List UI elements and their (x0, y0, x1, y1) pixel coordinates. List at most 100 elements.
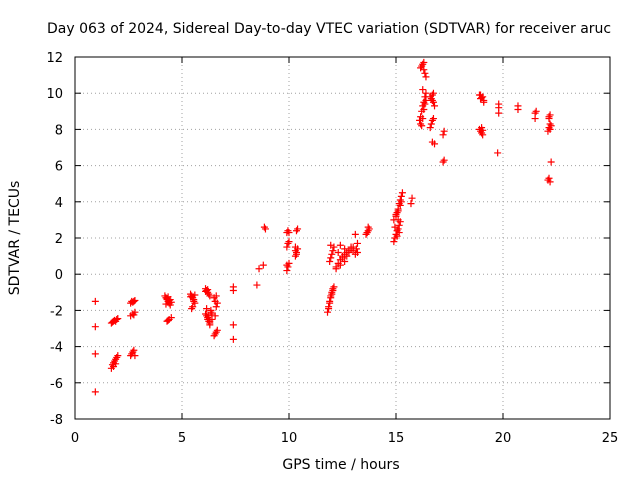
data-point (162, 300, 170, 308)
data-point (495, 109, 503, 117)
y-tick-label: 2 (55, 232, 63, 247)
data-point (211, 312, 219, 320)
data-point (334, 248, 342, 256)
data-point (283, 243, 291, 251)
data-point (259, 261, 267, 269)
data-point (336, 261, 344, 269)
x-tick-label: 10 (281, 431, 298, 446)
data-point (207, 308, 215, 316)
x-tick-label: 15 (388, 431, 405, 446)
data-point (390, 216, 398, 224)
x-tick-label: 25 (602, 431, 619, 446)
data-point (113, 315, 121, 323)
data-point (420, 105, 428, 113)
data-point (419, 115, 427, 123)
data-point (130, 346, 138, 354)
data-point (328, 290, 336, 298)
data-point (285, 229, 293, 237)
data-point (429, 98, 437, 106)
data-point (439, 131, 447, 139)
data-point (392, 210, 400, 218)
data-point (336, 241, 344, 249)
data-point (545, 174, 553, 182)
data-point (191, 299, 199, 307)
data-point (420, 58, 428, 66)
data-point (343, 252, 351, 260)
data-point (165, 296, 173, 304)
data-point (407, 200, 415, 208)
data-point (285, 238, 293, 246)
data-point (229, 283, 237, 291)
x-tick-label: 20 (495, 431, 512, 446)
data-point (261, 225, 269, 233)
data-point (421, 69, 429, 77)
data-point (114, 315, 122, 323)
data-point (91, 388, 99, 396)
y-tick-label: -4 (50, 341, 63, 356)
data-point (422, 96, 430, 104)
data-point (188, 305, 196, 313)
data-point (213, 326, 221, 334)
data-point (477, 91, 485, 99)
data-point (431, 102, 439, 110)
data-point (206, 292, 214, 300)
data-point (440, 127, 448, 135)
data-point (91, 297, 99, 305)
data-point (203, 312, 211, 320)
data-point (166, 296, 174, 304)
x-tick-label: 5 (178, 431, 186, 446)
data-point (291, 247, 299, 255)
ticks: 0 5 10 15 20 25 -8 -6 -4 -2 0 2 4 6 8 10 12 (46, 51, 618, 446)
data-point (419, 86, 427, 94)
x-tick-label: 0 (71, 431, 79, 446)
data-point (431, 140, 439, 148)
data-point (427, 120, 435, 128)
data-point (531, 115, 539, 123)
y-tick-label: -2 (50, 304, 63, 319)
data-point (391, 223, 399, 231)
data-point (213, 299, 221, 307)
data-point (131, 352, 139, 360)
data-point (327, 254, 335, 262)
data-point (353, 248, 361, 256)
data-point (327, 241, 335, 249)
y-tick-label: 4 (55, 196, 63, 211)
data-point (398, 189, 406, 197)
data-point (397, 198, 405, 206)
y-tick-label: 12 (46, 51, 63, 66)
data-point (546, 120, 554, 128)
data-point (164, 316, 172, 324)
data-point (326, 299, 334, 307)
data-point (255, 265, 263, 273)
data-point (328, 250, 336, 258)
data-point (408, 194, 416, 202)
y-tick-label: -8 (50, 413, 63, 428)
data-point (206, 321, 214, 329)
data-point (495, 100, 503, 108)
data-point (390, 238, 398, 246)
data-points (91, 58, 555, 396)
data-point (202, 287, 210, 295)
data-point (351, 230, 359, 238)
y-tick-label: 0 (55, 268, 63, 283)
data-point (494, 149, 502, 157)
data-point (326, 258, 334, 266)
data-point (480, 98, 488, 106)
data-point (547, 158, 555, 166)
data-point (347, 243, 355, 251)
data-point (546, 178, 554, 186)
data-point (324, 308, 332, 316)
data-point (363, 229, 371, 237)
data-point (345, 248, 353, 256)
data-point (330, 283, 338, 291)
x-axis-title: GPS time / hours (282, 457, 399, 473)
data-point (205, 317, 213, 325)
y-tick-label: -6 (50, 377, 63, 392)
y-tick-label: 8 (55, 123, 63, 138)
data-point (422, 73, 430, 81)
data-point (429, 89, 437, 97)
data-point (229, 321, 237, 329)
chart-title: Day 063 of 2024, Sidereal Day-to-day VTE… (47, 21, 611, 37)
